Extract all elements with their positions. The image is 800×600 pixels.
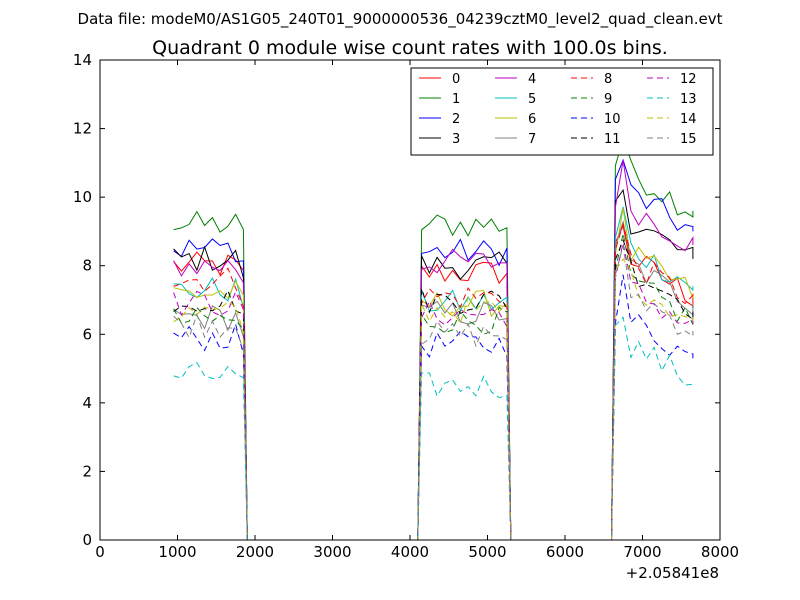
x-tick-label-6: 6000 bbox=[546, 543, 584, 561]
y-tick-label-3: 6 bbox=[82, 325, 92, 343]
x-tick-label-0: 0 bbox=[95, 543, 105, 561]
data-file-label: Data file: modeM0/AS1G05_240T01_90000005… bbox=[78, 10, 723, 29]
y-tick-label-5: 10 bbox=[73, 188, 92, 206]
legend-label-13: 13 bbox=[680, 92, 697, 107]
legend-label-11: 11 bbox=[604, 132, 621, 147]
legend-label-7: 7 bbox=[528, 132, 536, 147]
legend-label-8: 8 bbox=[604, 72, 612, 87]
y-tick-label-7: 14 bbox=[73, 51, 92, 69]
legend-label-15: 15 bbox=[680, 132, 697, 147]
legend-label-4: 4 bbox=[528, 72, 536, 87]
y-tick-label-6: 12 bbox=[73, 120, 92, 138]
x-tick-label-1: 1000 bbox=[158, 543, 196, 561]
chart-title: Quadrant 0 module wise count rates with … bbox=[152, 37, 668, 59]
y-tick-label-4: 8 bbox=[82, 257, 92, 275]
x-tick-label-5: 5000 bbox=[468, 543, 506, 561]
legend-label-1: 1 bbox=[452, 92, 460, 107]
x-tick-label-3: 3000 bbox=[313, 543, 351, 561]
series-line-8 bbox=[173, 222, 694, 541]
x-offset-label: +2.05841e8 bbox=[626, 564, 719, 582]
x-tick-label-7: 7000 bbox=[623, 543, 661, 561]
legend-label-12: 12 bbox=[680, 72, 697, 87]
legend-label-2: 2 bbox=[452, 112, 460, 127]
legend-label-14: 14 bbox=[680, 112, 697, 127]
x-tick-label-4: 4000 bbox=[391, 543, 429, 561]
legend-label-10: 10 bbox=[604, 112, 621, 127]
legend-label-6: 6 bbox=[528, 112, 536, 127]
y-tick-label-1: 2 bbox=[82, 462, 92, 480]
y-tick-label-2: 4 bbox=[82, 394, 92, 412]
legend-label-3: 3 bbox=[452, 132, 460, 147]
legend-label-9: 9 bbox=[604, 92, 612, 107]
x-tick-label-8: 8000 bbox=[701, 543, 739, 561]
legend-label-5: 5 bbox=[528, 92, 536, 107]
series-lines bbox=[173, 137, 694, 541]
x-tick-label-2: 2000 bbox=[236, 543, 274, 561]
legend-box bbox=[410, 67, 714, 156]
axis-ticks: 0 1000 2000 3000 4000 5000 6000 7000 80000246810… bbox=[73, 51, 739, 561]
legend-label-0: 0 bbox=[452, 72, 460, 87]
y-tick-label-0: 0 bbox=[82, 531, 92, 549]
series-line-13 bbox=[173, 316, 694, 541]
